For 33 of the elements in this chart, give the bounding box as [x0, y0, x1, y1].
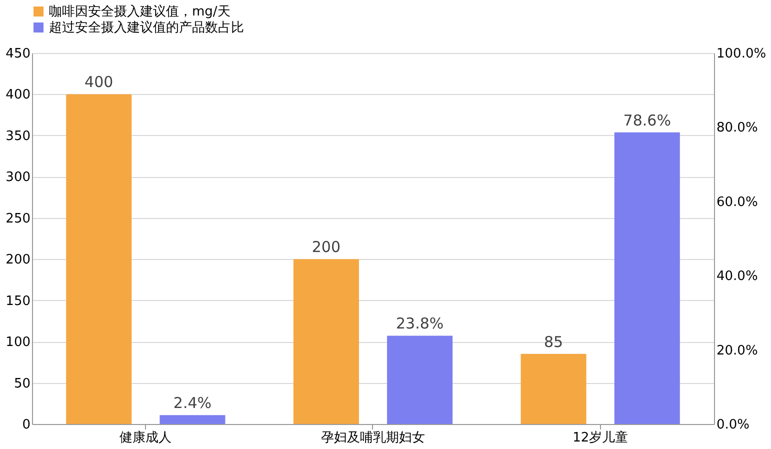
data-label: 2.4% [173, 394, 212, 412]
x-tick-label: 健康成人 [120, 430, 172, 446]
data-label: 85 [544, 332, 564, 351]
y-tick-label: 200 [6, 252, 30, 268]
bar [520, 354, 586, 424]
y2-tick-label: 100.0% [716, 46, 766, 62]
y-tick-label: 350 [6, 128, 30, 144]
bar [66, 94, 132, 424]
y-tick-label: 450 [6, 46, 30, 62]
bar [293, 259, 359, 424]
legend-label: 咖啡因安全摄入建议值，mg/天 [49, 4, 230, 20]
y-tick-label: 250 [6, 211, 30, 226]
y-tick-label: 50 [14, 376, 30, 392]
data-label: 78.6% [623, 111, 671, 130]
bar [614, 132, 680, 424]
y-tick-label: 400 [6, 88, 30, 103]
bar [387, 336, 453, 424]
bar [160, 415, 226, 424]
x-tick-label: 孕妇及哺乳期妇女 [321, 430, 425, 446]
x-tick-label: 12岁儿童 [572, 430, 628, 446]
y-tick-label: 300 [6, 170, 30, 186]
y2-tick-label: 60.0% [716, 194, 758, 210]
data-label: 200 [312, 238, 341, 256]
data-label: 400 [84, 73, 114, 92]
data-label: 23.8% [396, 314, 444, 333]
y-tick-label: 150 [6, 294, 30, 309]
y2-tick-label: 0.0% [716, 418, 750, 432]
y-tick-label: 0 [22, 418, 30, 432]
y2-tick-label: 40.0% [716, 269, 758, 284]
legend-label: 超过安全摄入建议值的产品数占比 [49, 20, 244, 36]
y2-tick-label: 80.0% [716, 120, 758, 136]
y2-tick-label: 20.0% [716, 343, 758, 358]
y-tick-label: 100 [6, 335, 30, 350]
